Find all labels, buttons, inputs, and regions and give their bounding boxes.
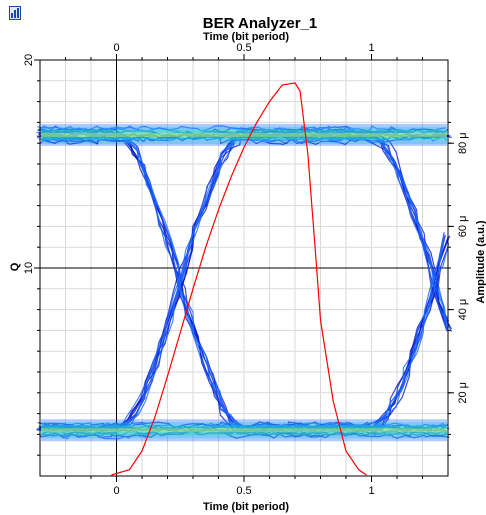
x-tick-label: 0.5	[236, 485, 251, 497]
eye-trace	[40, 125, 449, 438]
eye-trace	[41, 127, 446, 141]
eye-diagram-traces	[36, 123, 453, 442]
eye-density-band	[41, 422, 447, 439]
y-left-tick-label: 10	[23, 262, 35, 274]
top-x-axis-title: Time (bit period)	[203, 31, 289, 43]
x-tick-label: 1	[368, 485, 374, 497]
eye-trace	[38, 133, 448, 428]
eye-trace	[36, 134, 450, 438]
y-right-tick-label: 80 μ	[457, 132, 469, 154]
eye-density-band	[41, 425, 447, 436]
eye-trace	[36, 133, 446, 435]
eye-trace	[39, 128, 451, 433]
eye-trace	[41, 235, 451, 432]
eye-trace	[37, 128, 448, 331]
eye-trace	[37, 422, 448, 439]
eye-trace	[37, 128, 449, 435]
x-top-tick-label: 1	[368, 42, 374, 54]
eye-trace	[36, 127, 446, 437]
x-top-tick-label: 0.5	[236, 42, 251, 54]
q-factor-line	[111, 82, 367, 476]
y-left-tick-label: 20	[23, 54, 35, 66]
eye-trace	[38, 138, 445, 432]
eye-trace	[37, 234, 447, 434]
eye-density-band	[41, 126, 447, 143]
eye-trace	[37, 125, 453, 332]
eye-trace	[42, 132, 450, 432]
eye-density-band	[41, 123, 447, 146]
chart-title: BER Analyzer_1	[203, 15, 318, 32]
eye-trace	[40, 133, 448, 433]
left-y-axis-title: Q	[9, 262, 21, 271]
eye-trace	[43, 133, 448, 431]
eye-density-band	[41, 419, 447, 442]
x-tick-label: 0	[113, 485, 119, 497]
y-right-tick-label: 40 μ	[457, 299, 469, 321]
eye-trace	[37, 131, 453, 431]
eye-trace	[42, 235, 445, 440]
y-right-tick-label: 60 μ	[457, 216, 469, 238]
eye-trace	[36, 127, 448, 433]
eye-trace	[42, 131, 445, 429]
eye-trace	[38, 130, 449, 332]
y-right-tick-label: 20 μ	[457, 382, 469, 404]
tick-marks-and-labels: 0 0 0.5 0.5 1 1 10 20 20 μ 40 μ 60 μ 80 μ	[23, 42, 469, 497]
x-axis-title: Time (bit period)	[203, 501, 289, 513]
x-top-tick-label: 0	[113, 42, 119, 54]
eye-trace	[36, 131, 445, 433]
bar-chart-icon[interactable]	[9, 6, 21, 20]
eye-trace	[41, 235, 446, 436]
q-factor-series	[111, 82, 367, 476]
eye-trace	[38, 133, 447, 433]
eye-trace	[39, 127, 446, 430]
eye-density-band	[41, 129, 447, 140]
right-y-axis-title: Amplitude (a.u.)	[475, 220, 486, 303]
eye-density-band	[41, 428, 447, 433]
eye-density-band	[41, 132, 447, 137]
